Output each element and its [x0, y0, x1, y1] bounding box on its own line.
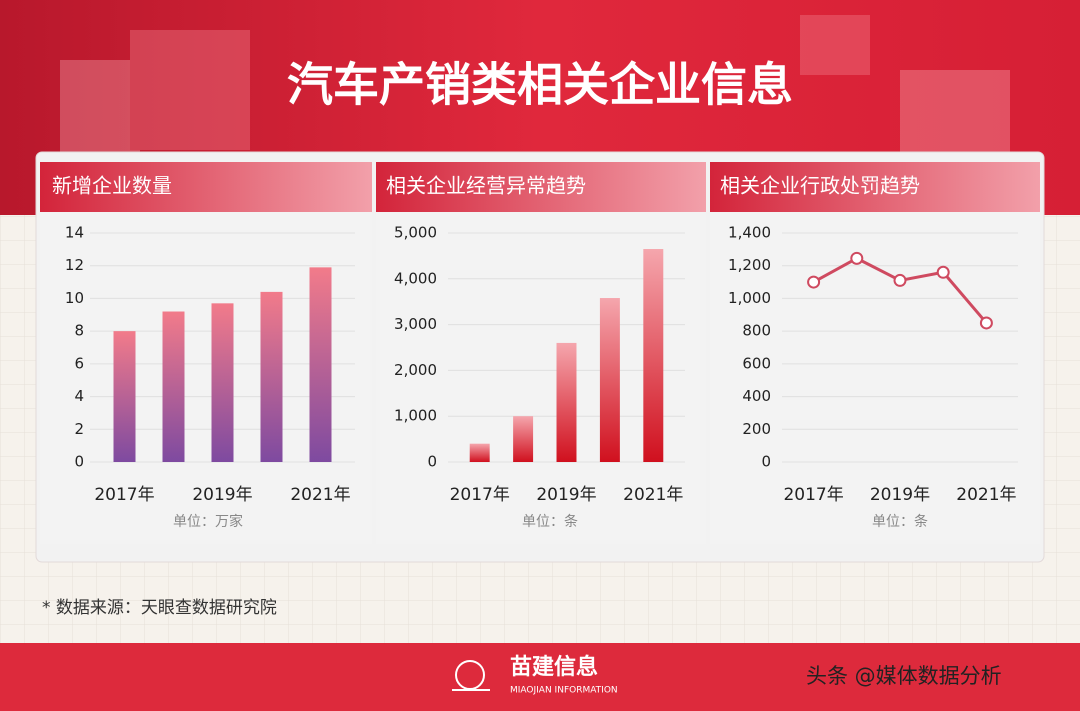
y-tick-label: 3,000: [394, 315, 437, 333]
point: [807, 275, 821, 289]
brand: 苗建信息: [510, 654, 598, 680]
y-tick-label: 2: [74, 420, 84, 438]
panel-header: [40, 162, 372, 212]
bar: [469, 443, 490, 462]
bar: [556, 342, 577, 462]
y-tick-label: 1,000: [728, 289, 771, 307]
chart-title: 相关企业经营异常趋势: [386, 174, 586, 198]
bar: [309, 267, 332, 462]
bar: [113, 331, 136, 462]
panel-header: [710, 162, 1040, 212]
brand-en: MIAOJIAN INFORMATION: [510, 686, 618, 696]
y-tick-label: 400: [742, 387, 771, 405]
unit-label: 单位：万家: [173, 513, 243, 530]
bar: [599, 298, 620, 462]
point: [850, 251, 864, 265]
x-tick-label: 2019年: [870, 485, 930, 505]
y-tick-label: 800: [742, 322, 771, 340]
bar: [260, 291, 283, 462]
panel-header: [376, 162, 706, 212]
watermark: 头条 @媒体数据分析: [806, 664, 1002, 688]
y-tick-label: 1,200: [728, 256, 771, 274]
y-tick-label: 0: [761, 453, 771, 471]
unit-label: 单位：条: [522, 513, 578, 530]
footer-band: [0, 643, 1080, 711]
y-tick-label: 1,400: [728, 224, 771, 242]
chart-title: 相关企业行政处罚趋势: [720, 174, 920, 198]
x-tick-label: 2019年: [192, 485, 252, 505]
y-tick-label: 14: [65, 224, 84, 242]
bar: [162, 311, 185, 462]
unit-label: 单位：条: [872, 513, 928, 530]
point: [893, 273, 907, 287]
y-tick-label: 10: [65, 289, 84, 307]
y-tick-label: 4,000: [394, 269, 437, 287]
point: [979, 316, 993, 330]
y-tick-label: 5,000: [394, 224, 437, 242]
y-tick-label: 600: [742, 354, 771, 372]
y-tick-label: 200: [742, 420, 771, 438]
x-tick-label: 2021年: [956, 485, 1016, 505]
x-tick-label: 2021年: [290, 485, 350, 505]
x-tick-label: 2017年: [783, 485, 843, 505]
x-tick-label: 2017年: [450, 485, 510, 505]
decoration: [60, 15, 1010, 190]
logo: [452, 660, 490, 691]
y-tick-label: 1,000: [394, 407, 437, 425]
point: [936, 265, 950, 279]
x-tick-label: 2017年: [94, 485, 154, 505]
bar: [513, 416, 534, 462]
bar: [643, 249, 664, 462]
x-tick-label: 2019年: [536, 485, 596, 505]
page-title: 汽车产销类相关企业信息: [287, 58, 793, 112]
y-tick-label: 0: [427, 453, 437, 471]
y-tick-label: 0: [74, 453, 84, 471]
y-tick-label: 4: [74, 387, 84, 405]
y-tick-label: 8: [74, 322, 84, 340]
y-tick-label: 12: [65, 256, 84, 274]
y-tick-label: 6: [74, 354, 84, 372]
x-tick-label: 2021年: [623, 485, 683, 505]
bar: [211, 303, 234, 462]
y-tick-label: 2,000: [394, 361, 437, 379]
source-note: * 数据来源：天眼查数据研究院: [42, 598, 277, 618]
chart-title: 新增企业数量: [52, 174, 172, 198]
